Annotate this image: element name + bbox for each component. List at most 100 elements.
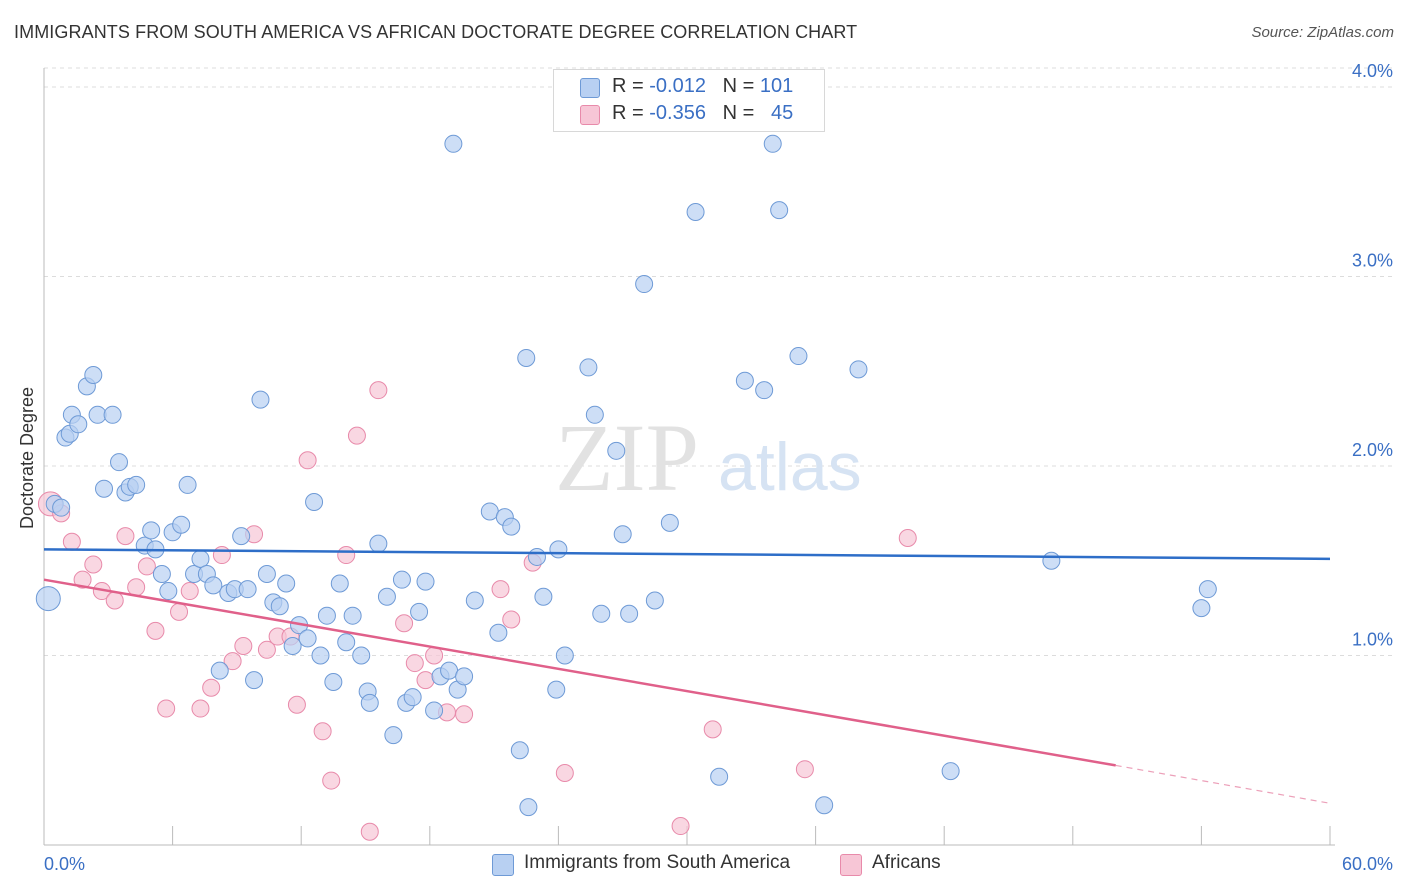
legend-r-label: R =: [612, 102, 650, 124]
south-america-point: [84, 366, 103, 385]
africans-trendline-extrapolated: [1115, 764, 1331, 804]
south-america-point: [1192, 599, 1211, 618]
south-america-point: [519, 798, 538, 817]
africans-point: [322, 771, 341, 790]
south-america-point: [416, 572, 435, 591]
legend-n-label: N =: [722, 102, 760, 124]
south-america-point: [317, 606, 336, 625]
south-america-point: [337, 633, 356, 652]
south-america-point: [324, 673, 343, 692]
trend-lines: [43, 548, 1331, 804]
legend-n-value: 45: [771, 102, 794, 124]
south-america-point: [592, 604, 611, 623]
south-america-point: [103, 405, 122, 424]
africans-point: [180, 582, 199, 601]
south-america-point: [620, 604, 639, 623]
legend-swatch-pink: [580, 105, 600, 125]
africans-point: [73, 570, 92, 589]
south-america-point: [585, 405, 604, 424]
south-america-point: [305, 492, 324, 511]
south-america-point: [251, 390, 270, 409]
south-america-point: [645, 591, 664, 610]
africans-point: [202, 678, 221, 697]
y-tick-label: 3.0%: [1352, 250, 1393, 270]
south-america-point: [480, 502, 499, 521]
south-america-point: [549, 540, 568, 559]
south-america-point: [369, 534, 388, 553]
south-america-point: [849, 360, 868, 379]
south-america-point: [204, 576, 223, 595]
africans-point: [703, 720, 722, 739]
bottom-legend-label: Immigrants from South America: [524, 852, 791, 873]
south-america-point: [159, 582, 178, 601]
south-america-point: [635, 275, 654, 294]
africans-point: [191, 699, 210, 718]
south-america-point: [232, 527, 251, 546]
africans-point: [671, 817, 690, 836]
africans-point: [405, 654, 424, 673]
south-america-points: [35, 134, 1217, 817]
south-america-point: [465, 591, 484, 610]
south-america-point: [384, 726, 403, 745]
grid-lines: [44, 67, 1393, 656]
africans-point: [416, 671, 435, 690]
south-america-point: [755, 381, 774, 400]
south-america-point: [142, 521, 161, 540]
africans-point: [105, 591, 124, 610]
south-america-point: [330, 574, 349, 593]
stats-legend: R = -0.012 N = 101 R = -0.356 N = 45: [553, 69, 825, 132]
south-america-point: [35, 586, 61, 612]
africans-point: [313, 722, 332, 741]
south-america-point: [311, 646, 330, 665]
africans-point: [898, 528, 917, 547]
legend-r-value: -0.012: [649, 75, 706, 97]
africans-point: [146, 621, 165, 640]
south-america-point: [517, 348, 536, 367]
south-america-point: [360, 693, 379, 712]
legend-r-label: R =: [612, 75, 650, 97]
x-tick-label-max: 60.0%: [1342, 854, 1393, 874]
africans-point: [369, 381, 388, 400]
axes: [43, 68, 1335, 846]
africans-point: [287, 695, 306, 714]
africans-point: [157, 699, 176, 718]
south-america-trendline: [43, 548, 1331, 561]
south-america-point: [343, 606, 362, 625]
x-tick-label-min: 0.0%: [44, 854, 85, 874]
south-america-point: [191, 549, 210, 568]
south-america-point: [1042, 551, 1061, 570]
south-america-point: [352, 646, 371, 665]
south-america-point: [686, 203, 705, 222]
south-america-point: [283, 637, 302, 656]
south-america-point: [127, 475, 146, 494]
legend-swatch-blue: [580, 78, 600, 98]
south-america-point: [178, 475, 197, 494]
legend-r-value: -0.356: [649, 102, 706, 124]
africans-point: [347, 426, 366, 445]
south-america-point: [502, 517, 521, 536]
south-america-point: [425, 701, 444, 720]
south-america-point: [1198, 580, 1217, 599]
africans-point: [234, 637, 253, 656]
south-america-point: [172, 515, 191, 534]
africans-point: [491, 580, 510, 599]
africans-point: [455, 705, 474, 724]
south-america-point: [110, 453, 129, 472]
south-america-point: [735, 371, 754, 390]
legend-n-label: N =: [722, 75, 760, 97]
x-axis-ticks: [172, 826, 1331, 845]
source-credit: Source: ZipAtlas.com: [1251, 24, 1394, 41]
zipatlas-watermark: ZIP atlas: [555, 404, 862, 511]
south-america-point: [377, 587, 396, 606]
africans-point: [795, 760, 814, 779]
south-america-point: [277, 574, 296, 593]
africans-point: [395, 614, 414, 633]
south-america-point: [95, 479, 114, 498]
south-america-point: [579, 358, 598, 377]
africans-point: [170, 602, 189, 621]
y-tick-label: 1.0%: [1352, 629, 1393, 649]
south-america-point: [607, 441, 626, 460]
south-america-point: [210, 661, 229, 680]
africans-point: [127, 578, 146, 597]
